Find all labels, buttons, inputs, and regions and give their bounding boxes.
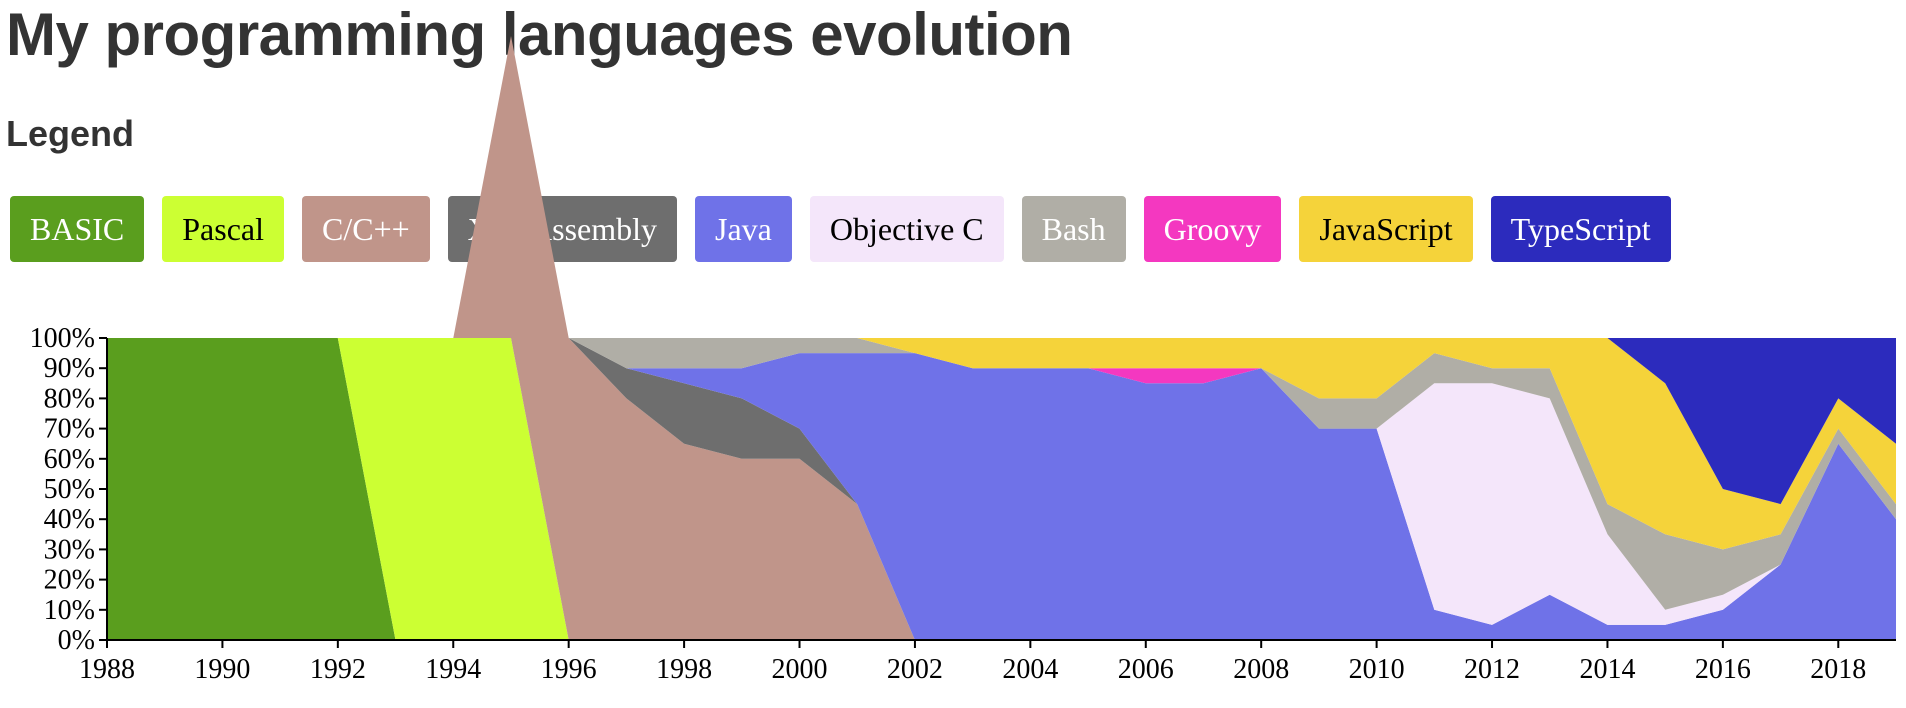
x-tick-label: 2014 [1579,654,1635,685]
y-tick-label: 60% [44,444,95,475]
y-tick-label: 80% [44,383,95,414]
x-tick-label: 2018 [1810,654,1866,685]
chart-areas [107,36,1896,640]
y-tick-label: 40% [44,504,95,535]
x-tick-label: 1988 [79,654,135,685]
area-bash [107,36,1896,610]
area-c-c- [107,36,1896,640]
x-tick-label: 1998 [656,654,712,685]
x-tick-label: 2002 [887,654,943,685]
legend-item-basic: BASIC [10,196,145,262]
legend-item-pascal: Pascal [162,196,284,262]
area-objective-c [107,36,1896,625]
x-tick-label: 1996 [541,654,597,685]
y-tick-label: 10% [44,595,95,626]
area-pascal [107,338,1896,640]
legend-item-bash: Bash [1021,196,1126,262]
x-tick-label: 2006 [1118,654,1174,685]
legend-item-groovy: Groovy [1143,196,1282,262]
area-typescript [107,36,1896,505]
x-tick-label: 2004 [1002,654,1058,685]
legend-heading: Legend [6,113,135,154]
area-java [107,36,1896,640]
x-tick-label: 1990 [194,654,250,685]
chart-axes: 0%10%20%30%40%50%60%70%80%90%100% 1988 199… [30,323,1896,685]
legend-item-javascript: JavaScript [1299,196,1473,262]
area-basic [107,338,1896,640]
legend-item-objective-c: Objective C [809,196,1004,262]
y-tick-label: 90% [44,353,95,384]
y-tick-label: 0% [58,625,95,656]
y-tick-label: 50% [44,474,95,505]
x-tick-label: 1994 [425,654,481,685]
x-tick-label: 2012 [1464,654,1520,685]
area-javascript [107,36,1896,550]
x-tick-label: 1992 [310,654,366,685]
legend-item-java: Java [695,196,792,262]
x-tick-label: 2016 [1695,654,1751,685]
x-tick-label: 2008 [1233,654,1289,685]
y-tick-label: 70% [44,414,95,445]
legend-item-c-c-: C/C++ [302,196,430,262]
x-tick-label: 2000 [772,654,828,685]
legend-item-typescript: TypeScript [1490,196,1671,262]
page-title: My programming languages evolution [6,1,1073,68]
y-tick-label: 100% [30,323,95,354]
y-tick-label: 20% [44,565,95,596]
y-tick-label: 30% [44,534,95,565]
x-tick-label: 2010 [1349,654,1405,685]
